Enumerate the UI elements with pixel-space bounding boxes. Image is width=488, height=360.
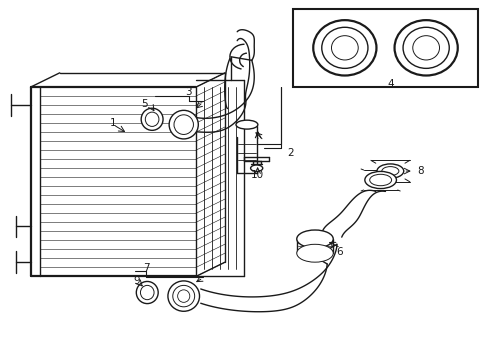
Text: 9: 9 [133,276,140,286]
Text: 8: 8 [416,166,423,176]
Ellipse shape [412,36,439,60]
Ellipse shape [145,112,159,126]
Ellipse shape [167,281,199,311]
Ellipse shape [174,115,193,134]
Ellipse shape [296,244,332,262]
Ellipse shape [331,36,358,60]
Ellipse shape [136,282,158,303]
Text: 3: 3 [185,87,191,98]
Ellipse shape [250,165,262,171]
Text: 5: 5 [141,99,148,109]
Text: 10: 10 [250,170,264,180]
Ellipse shape [369,174,391,186]
Ellipse shape [402,27,448,68]
Text: 7: 7 [142,262,149,273]
Ellipse shape [313,20,376,76]
Text: 4: 4 [386,78,393,89]
Ellipse shape [381,167,398,176]
Ellipse shape [236,120,257,129]
Ellipse shape [177,290,189,302]
Text: 2: 2 [287,148,293,158]
Ellipse shape [321,27,367,68]
Ellipse shape [376,164,403,178]
Text: 6: 6 [335,247,342,257]
Ellipse shape [141,108,163,130]
Ellipse shape [296,230,332,248]
Ellipse shape [364,171,396,189]
Ellipse shape [140,285,154,300]
Ellipse shape [172,285,194,307]
Ellipse shape [169,111,198,139]
Text: 1: 1 [110,118,116,128]
Ellipse shape [394,20,457,76]
Bar [292,9,477,87]
